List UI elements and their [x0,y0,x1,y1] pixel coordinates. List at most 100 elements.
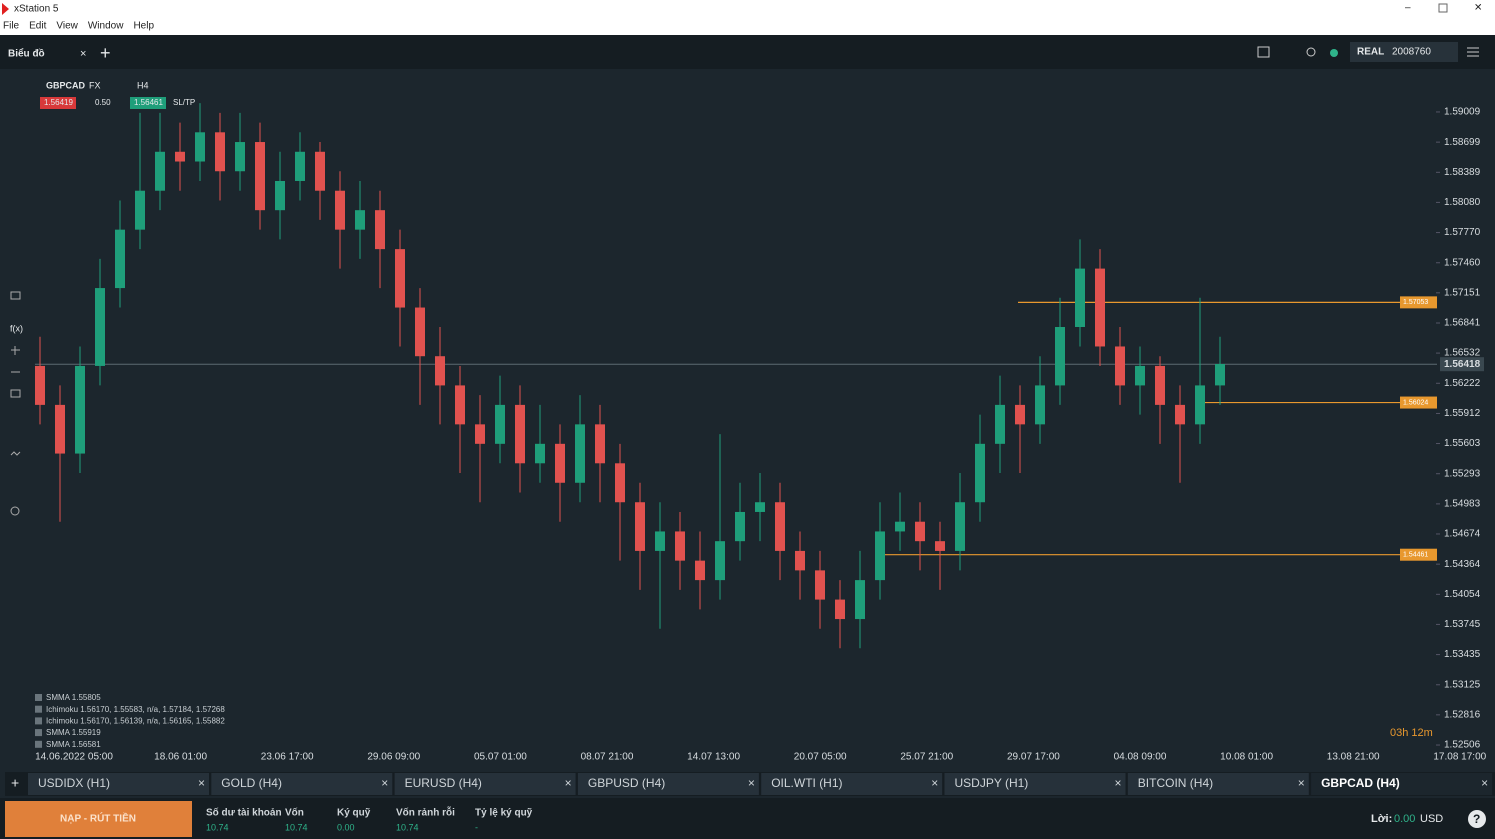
symbol[interactable]: GBPCAD [46,80,86,90]
hamburger[interactable] [1467,47,1479,57]
candle-body [935,541,945,551]
y-tick-label: 1.54983 [1444,499,1481,510]
candle-body [455,385,465,425]
tab[interactable] [1311,773,1493,795]
tab-close[interactable]: × [748,776,755,790]
candle-body [735,511,745,542]
account-box[interactable] [1350,42,1458,62]
menu-item[interactable]: File [3,21,20,32]
legend-icon [35,717,42,725]
layout-icon[interactable] [1257,46,1270,58]
tab[interactable] [211,773,393,795]
candle-body [55,404,65,454]
candle-body [195,132,205,162]
x-tick-label: 08.07 21:00 [581,752,634,763]
x-tick-label: 20.07 05:00 [794,752,847,763]
tab[interactable] [577,773,759,795]
tool-icon[interactable] [10,506,20,516]
menu-item[interactable]: Window [88,21,124,32]
tool-icon[interactable]: f(x) [10,323,23,333]
y-tick-label: 1.53125 [1444,679,1481,690]
add-tab[interactable]: + [11,775,19,791]
current-price-label: 1.56418 [1444,359,1481,370]
tab[interactable] [28,773,209,795]
legend-item: SMMA 1.55919 [46,728,101,737]
minimize[interactable]: – [1405,3,1411,14]
close-workspace[interactable]: × [80,48,86,60]
candle-body [115,229,125,289]
titlebar [0,0,1495,35]
timeframe[interactable]: H4 [137,80,149,90]
tab-close[interactable]: × [1481,776,1488,790]
profit-label: Lời: [1371,813,1392,825]
tab-close[interactable]: × [1115,776,1122,790]
tab-close[interactable]: × [1298,776,1305,790]
candle-body [575,424,585,483]
tab-label: GBPCAD (H4) [1321,776,1400,790]
candle-body [235,142,245,172]
tab-close[interactable]: × [565,776,572,790]
tab-label: GOLD (H4) [221,776,282,790]
buy-button[interactable] [130,97,166,109]
sltp[interactable]: SL/TP [173,98,195,107]
candle-body [1055,327,1065,386]
stat-label: Số dư tài khoản [206,807,282,819]
candle-body [335,190,345,230]
candle-body [955,502,965,551]
toolbar [0,35,1495,69]
candle-body [495,404,505,444]
tab[interactable] [394,773,576,795]
close[interactable]: ✕ [1474,3,1482,14]
candle-body [355,210,365,230]
x-tick-label: 23.06 17:00 [261,752,314,763]
candle-body [875,531,885,581]
y-tick-label: 1.55912 [1444,408,1481,419]
legend-item: SMMA 1.56581 [46,740,101,749]
current-price-tag [1440,357,1484,372]
add-workspace[interactable]: + [100,43,111,63]
menu-item[interactable]: Help [133,21,154,32]
y-tick-label: 1.56532 [1444,348,1481,359]
price-tag [1400,396,1437,409]
maximize[interactable] [1438,3,1448,13]
menu-item[interactable]: View [56,21,78,32]
bell-icon[interactable] [1306,47,1316,57]
candle-body [1195,385,1205,425]
candle-body [1115,346,1125,386]
candle-body [655,531,665,551]
legend-item: SMMA 1.55805 [46,693,101,702]
buy-price: 1.56461 [134,98,163,107]
tab[interactable] [1127,773,1309,795]
y-tick-label: 1.58080 [1444,197,1481,208]
candle-body [1075,268,1085,328]
stat-label: Tỷ lệ ký quỹ [475,808,533,819]
tab-close[interactable]: × [381,776,388,790]
tool-icon[interactable] [10,346,21,456]
candle-body [855,580,865,620]
candle-body [915,521,925,542]
sell-button[interactable] [40,97,76,109]
deposit-button[interactable] [5,801,192,837]
stat-value: 0.00 [337,822,355,832]
x-tick-label: 25.07 21:00 [900,752,953,763]
candle-body [175,151,185,162]
tab-close[interactable]: × [198,776,205,790]
y-tick-label: 1.58699 [1444,137,1481,148]
workspace[interactable]: Biểu đồ [8,48,45,60]
tab[interactable] [944,773,1126,795]
tab-close[interactable]: × [931,776,938,790]
volume[interactable]: 0.50 [95,98,111,107]
tab[interactable] [761,773,943,795]
tab-label: BITCOIN (H4) [1138,776,1213,790]
menu-item[interactable]: Edit [29,21,46,32]
candle-body [515,404,525,464]
y-tick-label: 1.55293 [1444,468,1481,479]
tool-icon[interactable] [10,291,21,300]
x-tick-label: 29.06 09:00 [367,752,420,763]
chart-area [5,69,1495,771]
help-button[interactable] [1468,810,1486,828]
y-tick-label: 1.54364 [1444,559,1481,570]
candle-body [1095,268,1105,347]
candle-body [295,151,305,181]
y-tick-label: 1.56222 [1444,378,1481,389]
